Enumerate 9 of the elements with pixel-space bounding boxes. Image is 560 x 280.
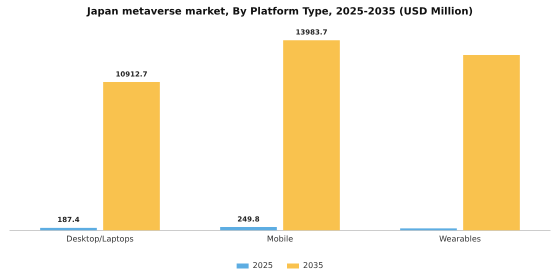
x-tick-label: Desktop/Laptops [66,234,134,244]
legend-label: 2025 [252,261,273,270]
bar [103,82,160,230]
x-tick-label: Wearables [439,234,481,244]
bar [463,54,520,230]
chart-title: Japan metaverse market, By Platform Type, 2025-2035 (USD Million) [86,6,474,18]
bar [283,40,340,230]
legend-label: 2035 [303,261,324,270]
x-tick-label: Mobile [266,234,294,244]
